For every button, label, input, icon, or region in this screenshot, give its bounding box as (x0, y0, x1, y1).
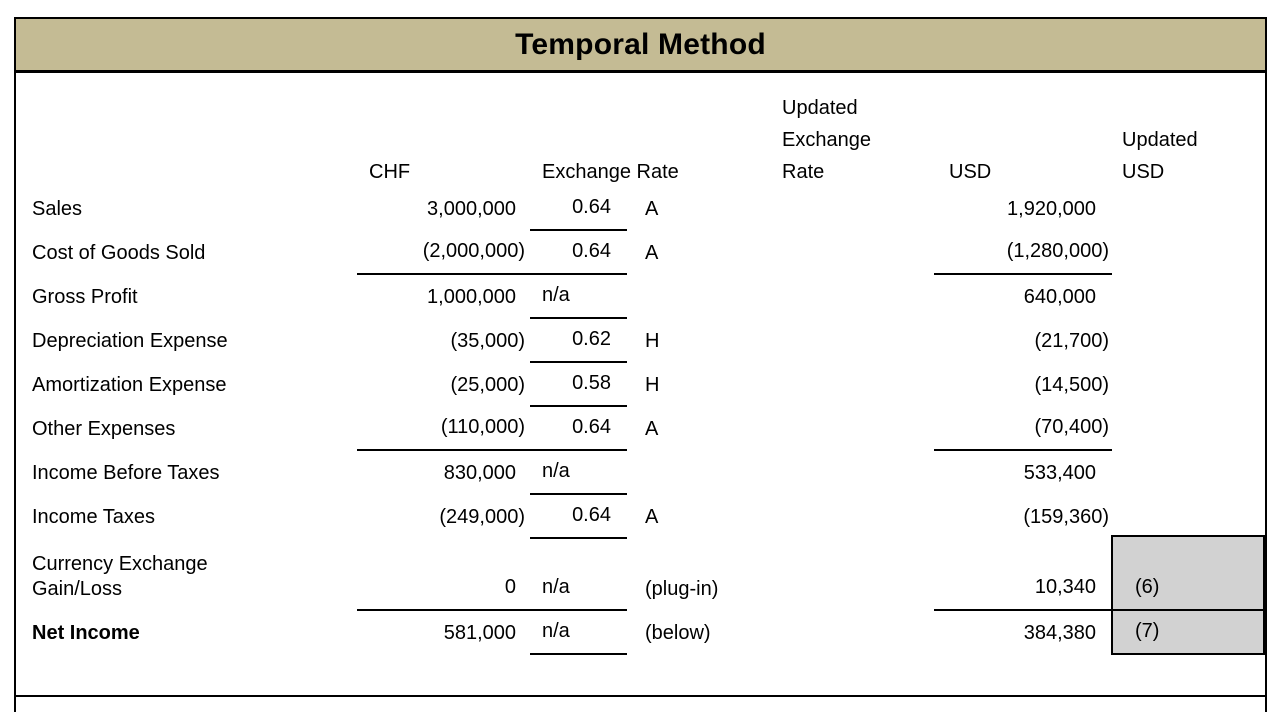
table-title-bar: Temporal Method (16, 19, 1265, 73)
exchange-rate-value: n/a (530, 619, 627, 655)
rate-type-note: (below) (645, 622, 711, 644)
exchange-rate-value: 0.64 (530, 239, 627, 275)
rate-type-note: H (645, 374, 660, 396)
table-row: Income Taxes (249,000) 0.64 A (159,360) (16, 495, 1265, 539)
exchange-rate-value: n/a (530, 459, 627, 495)
table-row: Currency Exchange Gain/Loss 0 n/a (plug-in)… (16, 539, 1265, 611)
usd-value: (14,500) (1034, 374, 1110, 396)
column-header-exchange-rate: Exchange Rate (542, 161, 679, 183)
chf-value: (2,000,000) (357, 239, 530, 275)
table-row: Depreciation Expense (35,000) 0.62 H (21,700… (16, 319, 1265, 363)
rate-type-note: H (645, 330, 660, 352)
exchange-rate-value: n/a (530, 283, 627, 319)
row-label: Gross Profit (32, 286, 138, 308)
chf-value: 581,000 (443, 622, 516, 644)
column-header-usd: USD (949, 161, 992, 183)
row-label: Other Expenses (32, 418, 176, 440)
rate-type-note: (plug-in) (645, 578, 719, 600)
chf-value: (249,000) (439, 506, 525, 528)
table-row: Cost of Goods Sold (2,000,000) 0.64 A (1,280… (16, 231, 1265, 275)
reference-number: (7) (1135, 620, 1160, 642)
exchange-rate-value: 0.62 (530, 327, 627, 363)
rate-type-note: A (645, 506, 659, 528)
exchange-rate-value: 0.58 (530, 371, 627, 407)
chf-value: (110,000) (357, 415, 530, 451)
chf-value: (25,000) (450, 374, 526, 396)
row-label: Net Income (32, 622, 140, 644)
table-row: Other Expenses (110,000) 0.64 A (70,400) (16, 407, 1265, 451)
chf-value: (35,000) (450, 330, 526, 352)
shaded-reference-cell-gain-loss: (6) (1111, 535, 1265, 611)
usd-value: 10,340 (934, 575, 1112, 611)
table-body: Sales 3,000,000 0.64 A 1,920,000 Cost of Good… (16, 19, 1265, 712)
chf-value: 3,000,000 (427, 198, 516, 220)
table-row: Amortization Expense (25,000) 0.58 H (14,500… (16, 363, 1265, 407)
row-label: Currency Exchange Gain/Loss (32, 553, 208, 600)
table-row: Sales 3,000,000 0.64 A 1,920,000 (16, 187, 1265, 231)
table-row: Income Before Taxes 830,000 n/a 533,400 (16, 451, 1265, 495)
chf-value: 1,000,000 (427, 286, 516, 308)
usd-value: (70,400) (934, 415, 1112, 451)
usd-value: (21,700) (1034, 330, 1110, 352)
row-label: Amortization Expense (32, 374, 227, 396)
table-title: Temporal Method (515, 27, 766, 61)
next-section-divider (14, 695, 1267, 697)
exchange-rate-value: 0.64 (530, 415, 627, 451)
row-label: Sales (32, 198, 83, 220)
column-header-updated-exchange-rate: Updated Exchange Rate (782, 97, 871, 183)
column-header-chf: CHF (369, 161, 411, 183)
usd-value: 533,400 (1023, 462, 1096, 484)
row-label: Cost of Goods Sold (32, 242, 206, 264)
usd-value: (1,280,000) (934, 239, 1112, 275)
row-label: Income Before Taxes (32, 462, 220, 484)
usd-value: (159,360) (1023, 506, 1109, 528)
table-row: Gross Profit 1,000,000 n/a 640,000 (16, 275, 1265, 319)
exchange-rate-value: 0.64 (530, 503, 627, 539)
chf-value: 0 (357, 575, 530, 611)
exchange-rate-value: 0.64 (530, 195, 627, 231)
row-label: Income Taxes (32, 506, 156, 528)
usd-value: 1,920,000 (1007, 198, 1096, 220)
row-label: Depreciation Expense (32, 330, 228, 352)
rate-type-note: A (645, 242, 659, 264)
chf-value: 830,000 (443, 462, 516, 484)
rate-type-note: A (645, 418, 659, 440)
table-row: Net Income 581,000 n/a (below) 384,380 (16, 611, 1265, 655)
rate-type-note: A (645, 198, 659, 220)
shaded-reference-cell-net-income: (7) (1111, 611, 1265, 655)
reference-number: (6) (1135, 576, 1160, 598)
usd-value: 384,380 (1023, 622, 1096, 644)
exchange-rate-value: n/a (530, 575, 627, 611)
temporal-method-table: Temporal Method CHF Exchange Rate Update… (14, 17, 1267, 712)
column-header-updated-usd: Updated USD (1122, 129, 1198, 183)
usd-value: 640,000 (1023, 286, 1096, 308)
